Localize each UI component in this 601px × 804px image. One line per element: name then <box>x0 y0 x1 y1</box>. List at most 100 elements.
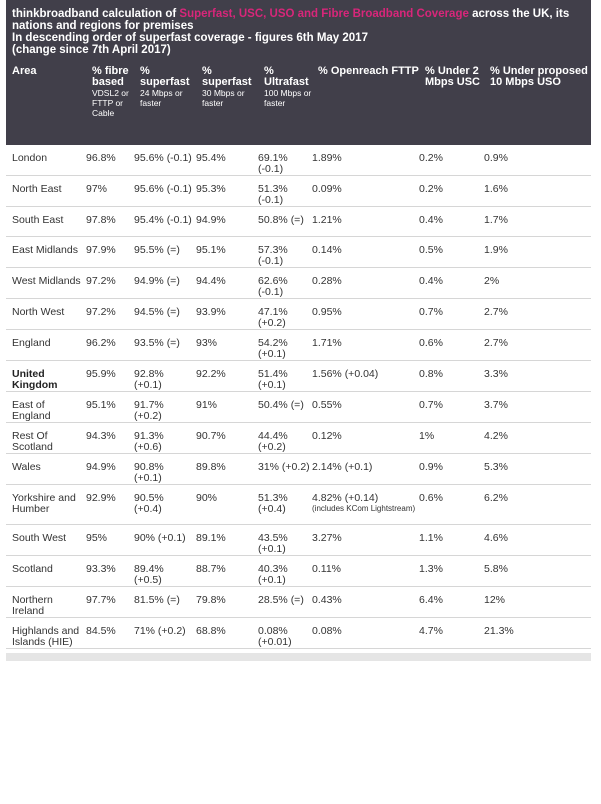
cell-value: Rest Of Scotland <box>12 430 53 453</box>
cell-fibre: 95.1% <box>86 391 134 423</box>
cell-fttp: 2.14% (+0.1) <box>312 453 419 485</box>
column-header: % Under proposed 10 Mbps USO <box>490 66 597 118</box>
column-header: % Openreach FTTP <box>318 66 425 118</box>
cell-fibre: 97% <box>86 175 134 207</box>
cell-value: 6.2% <box>484 492 508 504</box>
table-row: South West 95% 90% (+0.1) 89.1% 43.5% (+0.1)… <box>6 524 591 556</box>
cell-value: 5.3% <box>484 461 508 473</box>
table-row: England 96.2% 93.5% (=) 93% 54.2% (+0.1) 1.71… <box>6 329 591 361</box>
column-header: % superfast 30 Mbps or faster <box>202 66 264 118</box>
cell-value: 12% <box>484 594 506 606</box>
cell-value: 4.82% (+0.14) <box>312 492 379 504</box>
cell-value: 1.21% <box>312 214 342 226</box>
cell-sf30: 88.7% <box>196 555 258 587</box>
cell-value: North East <box>12 183 62 195</box>
cell-sf30: 95.1% <box>196 236 258 268</box>
cell-uf: 31% (+0.2) <box>258 453 312 485</box>
cell-value: 0.6% <box>419 337 443 349</box>
cell-sf24: 89.4% (+0.5) <box>134 555 196 587</box>
column-header: % Ultrafast 100 Mbps or faster <box>264 66 318 118</box>
cell-sf30: 93.9% <box>196 298 258 330</box>
cell-value: 2.7% <box>484 337 508 349</box>
cell-value: 88.7% <box>196 563 226 575</box>
table-row: South East 97.8% 95.4% (-0.1) 94.9% 50.8% (=… <box>6 206 591 237</box>
cell-sf24: 95.4% (-0.1) <box>134 206 196 237</box>
cell-uso: 2% <box>484 267 591 299</box>
cell-value: 0.08% (+0.01) <box>258 625 292 648</box>
cell-area: North East <box>6 175 86 207</box>
column-header-subtitle: VDSL2 or FTTP or Cable <box>92 88 129 118</box>
cell-sf24: 91.3% (+0.6) <box>134 422 196 454</box>
table-row: United Kingdom 95.9% 92.8% (+0.1) 92.2% 51.4… <box>6 360 591 392</box>
column-header-label: % Under proposed 10 Mbps USO <box>490 65 588 88</box>
cell-uf: 54.2% (+0.1) <box>258 329 312 361</box>
subtitle-date: In descending order of superfast coverag… <box>12 32 368 44</box>
cell-value: 0.43% <box>312 594 342 606</box>
table-row: Wales 94.9% 90.8% (+0.1) 89.8% 31% (+0.2) 2.1… <box>6 453 591 485</box>
cell-value: 95.4% (-0.1) <box>134 214 192 226</box>
cell-value: 92.2% <box>196 368 226 380</box>
cell-sf30: 89.1% <box>196 524 258 556</box>
cell-fttp: 0.12% <box>312 422 419 454</box>
cell-value: 96.2% <box>86 337 116 349</box>
cell-uso: 6.2% <box>484 484 591 525</box>
cell-value: 0.09% <box>312 183 342 195</box>
cell-sf30: 94.9% <box>196 206 258 237</box>
table-row: North West 97.2% 94.5% (=) 93.9% 47.1% (+0.2… <box>6 298 591 330</box>
cell-fttp: 0.14% <box>312 236 419 268</box>
cell-usc: 1.1% <box>419 524 484 556</box>
cell-uf: 62.6% (-0.1) <box>258 267 312 299</box>
cell-usc: 6.4% <box>419 586 484 618</box>
cell-area: United Kingdom <box>6 360 86 392</box>
cell-value: 92.9% <box>86 492 116 504</box>
cell-fibre: 94.3% <box>86 422 134 454</box>
cell-usc: 0.6% <box>419 484 484 525</box>
cell-area: London <box>6 145 86 176</box>
cell-value: 89.4% (+0.5) <box>134 563 164 586</box>
cell-fibre: 95.9% <box>86 360 134 392</box>
cell-value: 0.7% <box>419 399 443 411</box>
cell-sf30: 79.8% <box>196 586 258 618</box>
cell-uf: 51.3% (+0.4) <box>258 484 312 525</box>
cell-usc: 0.6% <box>419 329 484 361</box>
cell-value: 2% <box>484 275 500 287</box>
cell-sf30: 95.3% <box>196 175 258 207</box>
cell-sf24: 93.5% (=) <box>134 329 196 361</box>
cell-uso: 2.7% <box>484 329 591 361</box>
cell-sf30: 68.8% <box>196 617 258 649</box>
cell-area: South West <box>6 524 86 556</box>
cell-uso: 2.7% <box>484 298 591 330</box>
cell-value: 54.2% (+0.1) <box>258 337 288 360</box>
cell-value: 1% <box>419 430 435 442</box>
cell-uf: 50.8% (=) <box>258 206 312 237</box>
cell-sf24: 95.5% (=) <box>134 236 196 268</box>
cell-value: South West <box>12 532 67 544</box>
cell-fttp: 1.56% (+0.04) <box>312 360 419 392</box>
cell-uf: 51.3% (-0.1) <box>258 175 312 207</box>
cell-fibre: 97.2% <box>86 298 134 330</box>
cell-usc: 0.7% <box>419 298 484 330</box>
cell-value: 1.6% <box>484 183 508 195</box>
cell-uf: 69.1% (-0.1) <box>258 145 312 176</box>
cell-area: West Midlands <box>6 267 86 299</box>
table-row: Northern Ireland 97.7% 81.5% (=) 79.8% 28.5%… <box>6 586 591 618</box>
table-row: London 96.8% 95.6% (-0.1) 95.4% 69.1% (-0.1)… <box>6 145 591 176</box>
cell-usc: 0.4% <box>419 267 484 299</box>
cell-value: 69.1% (-0.1) <box>258 152 288 175</box>
title-prefix: thinkbroadband calculation of <box>12 8 180 20</box>
cell-usc: 0.4% <box>419 206 484 237</box>
cell-value: 95.1% <box>196 244 226 256</box>
cell-value: 28.5% (=) <box>258 594 304 606</box>
cell-value: Yorkshire and Humber <box>12 492 76 515</box>
cell-fttp: 0.55% <box>312 391 419 423</box>
cell-value: 0.08% <box>312 625 342 637</box>
cell-value: 1.9% <box>484 244 508 256</box>
cell-area: Northern Ireland <box>6 586 86 618</box>
cell-uf: 44.4% (+0.2) <box>258 422 312 454</box>
cell-sf24: 94.9% (=) <box>134 267 196 299</box>
table-row: Highlands and Islands (HIE) 84.5% 71% (+0.… <box>6 617 591 649</box>
cell-value: 31% (+0.2) <box>258 461 310 473</box>
cell-area: Highlands and Islands (HIE) <box>6 617 86 649</box>
cell-value: 50.4% (=) <box>258 399 304 411</box>
cell-uso: 1.6% <box>484 175 591 207</box>
